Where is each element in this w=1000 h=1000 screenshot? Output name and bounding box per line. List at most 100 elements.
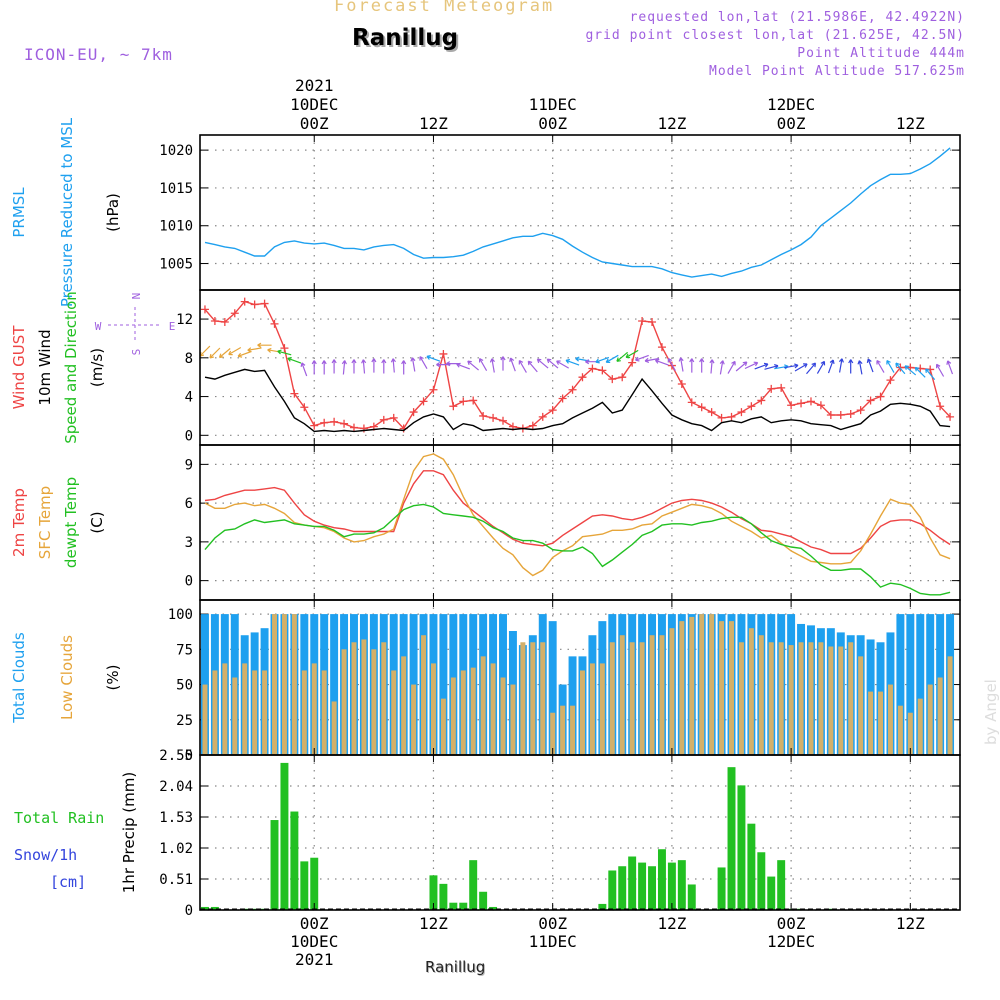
y-axis-label: Low Clouds (58, 635, 76, 720)
gust-marker (210, 317, 219, 325)
gust-marker (797, 399, 806, 408)
top-time-label: 00Z (538, 114, 567, 133)
gust-marker (687, 398, 696, 407)
model-label: ICON-EU, ~ 7km (24, 45, 173, 64)
gust-marker (896, 363, 905, 372)
gust-marker (876, 392, 885, 401)
low-cloud-bar (917, 698, 923, 755)
gust-marker (320, 418, 329, 427)
low-cloud-bar (580, 670, 585, 755)
wind-arrow (546, 358, 559, 369)
wind-arrow (827, 359, 835, 374)
series-line-1 (204, 368, 951, 433)
low-cloud-bar (560, 705, 566, 755)
low-cloud-bar (828, 646, 834, 755)
wind-arrow (565, 358, 580, 366)
precip-bar (717, 867, 726, 910)
gust-marker (300, 403, 309, 412)
precip-bar (300, 861, 309, 910)
y-tick-label: 1005 (159, 257, 193, 273)
total-cloud-bar (926, 614, 935, 755)
wind-arrow (744, 361, 759, 370)
low-cloud-bar (421, 635, 427, 755)
wind-arrow (410, 357, 416, 372)
gust-marker (648, 317, 657, 326)
low-cloud-bar (351, 642, 357, 755)
compass-e-label: E (169, 320, 176, 333)
low-cloud-bar (818, 642, 824, 755)
gust-marker (499, 416, 508, 425)
low-cloud-bar (212, 670, 218, 755)
gust-marker (548, 406, 557, 415)
wind-arrow (936, 363, 945, 377)
low-cloud-bar (639, 642, 645, 755)
y-tick-label: 100 (168, 607, 193, 623)
low-cloud-bar (669, 628, 675, 755)
wind-arrow (754, 362, 769, 370)
wind-arrow (390, 358, 396, 373)
y-axis-label: Pressure Reduced to MSL (58, 117, 76, 307)
top-time-label: 00Z (300, 114, 329, 133)
gust-marker (489, 413, 498, 422)
low-cloud-bar (629, 642, 635, 755)
wind-arrow (678, 357, 684, 372)
y-axis-label: Speed and Direction (62, 291, 80, 444)
low-cloud-bar (520, 642, 526, 755)
precip-bar (747, 823, 756, 910)
grid-point-coords: grid point closest lon,lat (21.625E, 42.… (585, 28, 965, 43)
low-cloud-bar (768, 642, 774, 755)
y-tick-label: 2.04 (159, 779, 193, 795)
bottom-time-label: 12DEC (767, 932, 815, 951)
low-cloud-bar (440, 698, 446, 755)
low-cloud-bar (500, 677, 506, 755)
gust-marker (290, 389, 299, 398)
y-axis-label: PRMSL (10, 187, 28, 238)
precip-bar (449, 902, 458, 910)
wind-arrow (331, 359, 337, 374)
series-line-1 (204, 453, 951, 577)
wind-arrow (500, 356, 506, 371)
low-cloud-bar (868, 691, 874, 755)
precip-bar (767, 876, 776, 910)
wind-arrow (509, 357, 516, 372)
gust-marker (598, 366, 607, 375)
wind-arrow (341, 360, 347, 375)
low-cloud-bar (232, 677, 238, 755)
low-cloud-bar (858, 656, 864, 755)
y-tick-label: 50 (176, 678, 193, 694)
gust-marker (588, 364, 597, 373)
gust-marker (806, 397, 815, 406)
precip-bar (757, 852, 766, 910)
y-axis-label: 10m Wind (36, 329, 54, 405)
precip-bar (638, 862, 647, 910)
wind-arrow (456, 362, 471, 370)
top-time-label: 00Z (777, 114, 806, 133)
compass-w-label: W (95, 320, 102, 333)
top-time-label: 12Z (896, 114, 925, 133)
low-cloud-bar (222, 663, 228, 755)
low-cloud-bar (510, 684, 516, 755)
total-cloud-bar (330, 614, 339, 755)
precip-bar (489, 906, 498, 910)
low-cloud-bar (341, 649, 347, 755)
wind-arrow (904, 365, 917, 376)
precip-bar (608, 870, 617, 910)
top-year-label: 2021 (295, 76, 334, 95)
precip-bar (439, 883, 448, 910)
low-cloud-bar (550, 712, 556, 755)
low-cloud-bar (570, 705, 576, 755)
precip-bar (677, 860, 686, 910)
wind-arrow (209, 347, 221, 359)
gust-marker (677, 379, 686, 388)
footer-station: Ranillug (425, 958, 486, 976)
low-cloud-bar (490, 663, 496, 755)
product-title: Forecast Meteogram (334, 0, 555, 16)
wind-arrow (625, 349, 639, 359)
low-cloud-bar (887, 684, 893, 755)
low-cloud-bar (460, 670, 466, 755)
gust-marker (707, 408, 716, 417)
low-cloud-bar (470, 667, 476, 755)
wind-arrow (218, 348, 231, 359)
low-cloud-bar (609, 642, 615, 755)
precip-bar (210, 906, 219, 910)
